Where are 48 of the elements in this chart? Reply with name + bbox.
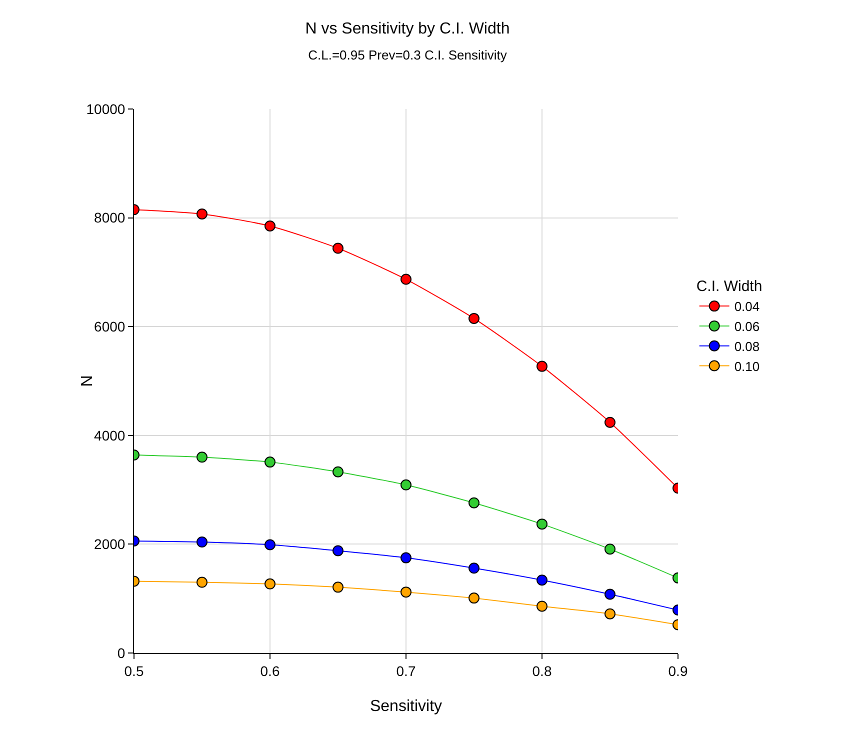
point (264, 456, 276, 468)
point (468, 592, 480, 604)
chart-title: N vs Sensitivity by C.I. Width (305, 20, 510, 38)
x-tick-label: 0.8 (532, 662, 552, 679)
y-tick-label: 2000 (94, 536, 126, 552)
point (332, 545, 344, 556)
point (536, 574, 548, 586)
point (400, 552, 412, 564)
chart-subtitle: C.L.=0.95 Prev=0.3 C.I. Sensitivity (308, 47, 508, 62)
point (468, 497, 480, 508)
point (264, 578, 276, 590)
point (264, 539, 276, 550)
point (536, 360, 548, 372)
point (400, 274, 412, 285)
point (196, 576, 208, 588)
y-tick-label: 4000 (94, 427, 126, 444)
point (400, 586, 412, 598)
point (468, 312, 480, 324)
point (604, 588, 616, 600)
x-tick-label: 0.6 (260, 662, 280, 679)
y-tick-label: 10000 (86, 100, 126, 117)
y-tick-label: 6000 (94, 318, 126, 334)
legend-label: 0.06 (734, 319, 760, 334)
point (400, 479, 412, 490)
point (332, 466, 344, 478)
point (604, 416, 616, 428)
point (604, 608, 616, 620)
x-axis-title: Sensitivity (370, 698, 442, 715)
x-tick-label: 0.7 (396, 662, 416, 679)
x-tick-label: 0.5 (124, 662, 144, 679)
point (332, 582, 344, 593)
y-axis-title: N (79, 375, 96, 387)
y-tick-label: 0 (117, 644, 126, 661)
legend-label: 0.10 (734, 358, 760, 374)
point (604, 544, 616, 555)
point (468, 562, 480, 574)
point (196, 208, 208, 220)
point (332, 242, 344, 254)
legend-label: 0.04 (734, 299, 760, 314)
x-tick-label: 0.9 (668, 662, 688, 679)
point (196, 536, 208, 548)
point (196, 452, 208, 463)
y-tick-label: 8000 (94, 210, 126, 226)
point (536, 518, 548, 530)
point (536, 600, 548, 612)
point (264, 220, 276, 232)
legend-title: C.I. Width (696, 278, 762, 296)
legend-label: 0.08 (734, 338, 760, 354)
